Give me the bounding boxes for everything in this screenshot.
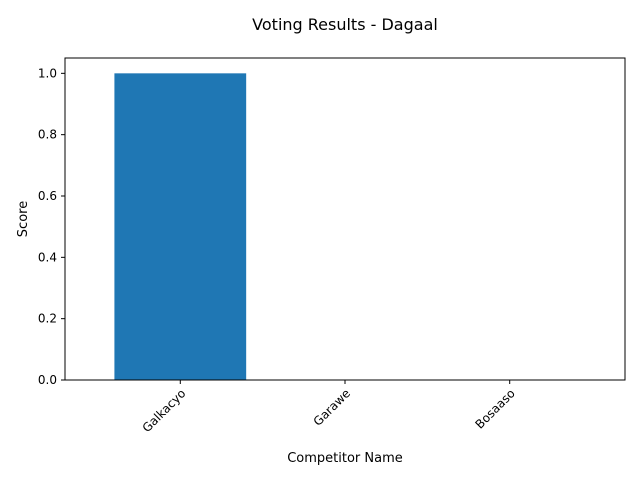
y-tick-label: 0.4 [38, 250, 57, 264]
bars-group [114, 73, 247, 380]
y-axis-ticks: 0.0 0.2 0.4 0.6 0.8 1.0 [38, 66, 65, 387]
y-tick-label: 0.8 [38, 128, 57, 142]
y-tick-label: 0.0 [38, 373, 57, 387]
x-tick-label-galkacyo: Galkacyo [140, 386, 189, 435]
x-tick-label-garawe: Garawe [311, 386, 354, 429]
y-tick-label: 0.2 [38, 312, 57, 326]
chart-title: Voting Results - Dagaal [252, 15, 438, 34]
x-axis-label: Competitor Name [287, 451, 403, 466]
plot-frame [64, 57, 626, 381]
y-tick-label: 0.6 [38, 189, 57, 203]
x-axis-ticks: Galkacyo Garawe Bosaaso [140, 380, 518, 435]
x-tick-label-bosaaso: Bosaaso [472, 386, 517, 431]
y-tick-label: 1.0 [38, 66, 57, 80]
bar-galkacyo [114, 73, 247, 380]
y-axis-label: Score [16, 201, 31, 237]
